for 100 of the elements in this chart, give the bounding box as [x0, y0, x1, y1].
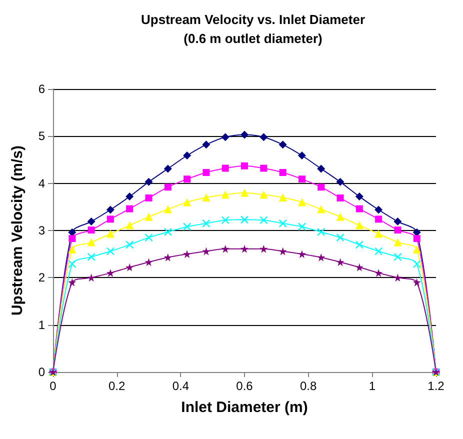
chart-subtitle: (0.6 m outlet diameter) [184, 31, 322, 46]
y-tick-label: 3 [38, 224, 46, 238]
point [413, 235, 420, 242]
x-tick-label: 0.4 [172, 379, 190, 393]
point [336, 233, 344, 242]
x-tick-label: 0.8 [300, 379, 317, 393]
point [202, 219, 210, 228]
x-tick-label: 0 [50, 379, 57, 393]
point [278, 219, 287, 228]
point [126, 240, 134, 249]
x-tick-label: 1.2 [428, 379, 445, 393]
point [375, 216, 382, 223]
point [182, 222, 192, 231]
point [184, 176, 191, 183]
point [412, 260, 421, 268]
point [68, 260, 76, 268]
point [106, 230, 114, 238]
x-tick-label: 1 [368, 379, 376, 393]
point [355, 192, 364, 201]
point [221, 190, 230, 199]
point [355, 221, 364, 230]
y-tick-label: 1 [38, 318, 46, 332]
point [88, 226, 95, 234]
point [221, 244, 230, 253]
point [317, 164, 326, 173]
point [317, 253, 326, 262]
point [126, 192, 134, 201]
point [260, 190, 268, 199]
point [240, 216, 249, 224]
y-tick-label: 2 [38, 270, 46, 285]
point [145, 194, 152, 202]
point [221, 216, 230, 224]
point [394, 226, 402, 234]
point [318, 184, 325, 191]
point [164, 253, 172, 262]
point [336, 194, 344, 202]
point [202, 247, 210, 256]
point [298, 198, 306, 206]
point [412, 228, 421, 236]
chart-title: Upstream Velocity vs. Inlet Diameter [141, 12, 365, 27]
y-tick-label: 0 [38, 365, 46, 379]
point [126, 205, 134, 212]
point [183, 198, 192, 206]
point [298, 250, 306, 258]
point [106, 247, 115, 256]
point [106, 268, 114, 277]
point [394, 218, 402, 226]
point [336, 212, 344, 221]
y-tick-label: 6 [38, 82, 46, 96]
point [164, 164, 172, 173]
point [221, 133, 230, 142]
point [144, 258, 153, 266]
point [164, 228, 172, 236]
point [164, 205, 172, 214]
point [394, 238, 402, 246]
point [144, 212, 153, 221]
point [356, 205, 363, 212]
point [278, 140, 287, 149]
point [240, 244, 248, 253]
y-tick-label: 4 [38, 176, 46, 190]
point [260, 133, 268, 142]
point [68, 235, 76, 242]
point [126, 221, 134, 230]
point [241, 162, 248, 170]
point [260, 216, 268, 224]
y-tick-label: 5 [38, 129, 46, 144]
point [336, 178, 344, 186]
point [164, 184, 172, 191]
point [87, 274, 96, 282]
point [144, 178, 153, 186]
point [355, 240, 364, 249]
point [87, 238, 96, 246]
point [298, 176, 306, 183]
point [183, 152, 192, 160]
point [240, 130, 248, 139]
y-axis-title: Upstream Velocity (m/s) [9, 145, 26, 316]
point [317, 228, 326, 236]
point [336, 258, 344, 266]
point [222, 164, 229, 172]
point [412, 245, 421, 254]
point [126, 263, 134, 272]
point [278, 247, 287, 256]
point [278, 193, 287, 202]
point [144, 233, 153, 242]
point [298, 222, 306, 231]
x-tick-label: 0.2 [108, 379, 126, 393]
point [412, 278, 421, 286]
point [202, 168, 210, 176]
point [298, 152, 306, 160]
point [68, 228, 76, 236]
point [87, 218, 96, 226]
x-tick-label: 0.6 [236, 379, 254, 393]
point [374, 230, 383, 238]
x-axis-title: Inlet Diameter (m) [181, 399, 308, 416]
point [68, 245, 76, 254]
point [260, 164, 268, 172]
point [240, 188, 248, 197]
point [394, 252, 402, 262]
point [279, 168, 286, 176]
point [260, 244, 268, 253]
